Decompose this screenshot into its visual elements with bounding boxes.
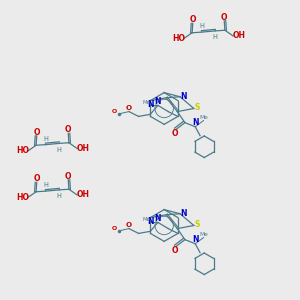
- Text: OH: OH: [76, 190, 89, 200]
- Text: H: H: [56, 193, 61, 199]
- Text: HO: HO: [172, 34, 185, 43]
- Text: H: H: [44, 136, 49, 142]
- Text: Me: Me: [142, 100, 150, 105]
- Text: N: N: [180, 92, 186, 100]
- Text: S: S: [194, 103, 200, 112]
- Text: H: H: [200, 23, 205, 29]
- Text: Me: Me: [142, 218, 150, 222]
- Text: N: N: [180, 208, 186, 217]
- Text: N: N: [147, 218, 154, 226]
- Text: OH: OH: [76, 144, 89, 153]
- Text: O: O: [34, 128, 40, 137]
- Text: H: H: [44, 182, 49, 188]
- Text: O: O: [34, 174, 40, 183]
- Text: O: O: [126, 222, 132, 228]
- Text: N: N: [192, 118, 199, 127]
- Text: N: N: [154, 214, 161, 223]
- Text: O: O: [65, 172, 71, 181]
- Text: O: O: [172, 246, 178, 255]
- Text: OH: OH: [232, 32, 245, 40]
- Text: O: O: [221, 13, 227, 22]
- Text: HO: HO: [16, 193, 29, 202]
- Text: N: N: [192, 236, 199, 244]
- Text: Me: Me: [200, 115, 209, 120]
- Text: O: O: [112, 226, 117, 231]
- Text: S: S: [194, 220, 200, 229]
- Text: N: N: [154, 97, 161, 106]
- Text: O: O: [172, 129, 178, 138]
- Text: O: O: [65, 125, 71, 134]
- Text: HO: HO: [16, 146, 29, 155]
- Text: N: N: [147, 100, 154, 109]
- Text: O: O: [112, 109, 117, 114]
- Text: H: H: [56, 147, 61, 153]
- Text: O: O: [126, 105, 132, 111]
- Text: Me: Me: [200, 232, 209, 237]
- Text: O: O: [190, 15, 196, 24]
- Text: H: H: [212, 34, 217, 40]
